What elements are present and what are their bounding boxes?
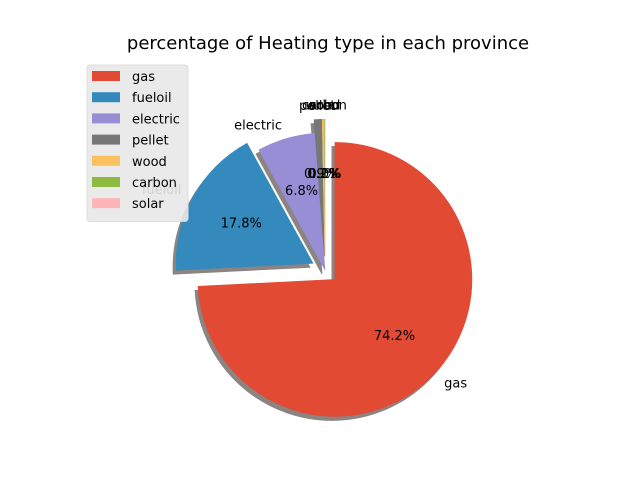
slice-electric (258, 133, 326, 271)
legend-label-electric: electric (132, 112, 180, 127)
legend-swatch-carbon (92, 177, 120, 187)
slice-label-solar: solar (309, 99, 341, 114)
slice-percent-electric: 6.8% (285, 184, 318, 199)
legend-label-pellet: pellet (132, 134, 169, 149)
slice-label-pellet: pellet (299, 99, 336, 114)
legend: gas fueloil electric pellet wood carbon solar (86, 64, 189, 222)
legend-label-wood: wood (132, 155, 167, 170)
legend-swatch-solar (92, 198, 120, 209)
slice-label-electric: electric (234, 119, 282, 134)
legend-swatch-wood (92, 155, 120, 166)
chart-title: percentage of Heating type in each provi… (127, 33, 529, 54)
slice-percent-gas: 74.2% (374, 329, 415, 344)
legend-swatch-pellet (92, 134, 120, 145)
slice-label-gas: gas (444, 376, 467, 391)
slice-fueloil (175, 142, 314, 271)
slice-gas (197, 142, 473, 417)
legend-label-fueloil: fueloil (132, 91, 172, 106)
slice-pellet (313, 119, 325, 257)
legend-swatch-electric (92, 113, 120, 124)
legend-label-solar: solar (132, 197, 164, 212)
slice-percent-solar: 0.0% (308, 167, 341, 182)
slice-label-carbon: carbon (302, 99, 347, 114)
slice-percent-pellet: 0.9% (304, 167, 337, 182)
legend-label-carbon: carbon (132, 176, 177, 191)
slice-percent-fueloil: 17.8% (221, 216, 262, 231)
slice-percent-wood: 0.2% (307, 167, 340, 182)
legend-label-gas: gas (132, 70, 155, 85)
legend-swatch-fueloil (92, 92, 120, 103)
pie-wedges (175, 118, 473, 417)
slice-label-wood: wood (306, 99, 341, 114)
slice-percent-carbon: 0.1% (308, 167, 341, 182)
legend-swatch-gas (92, 71, 120, 81)
